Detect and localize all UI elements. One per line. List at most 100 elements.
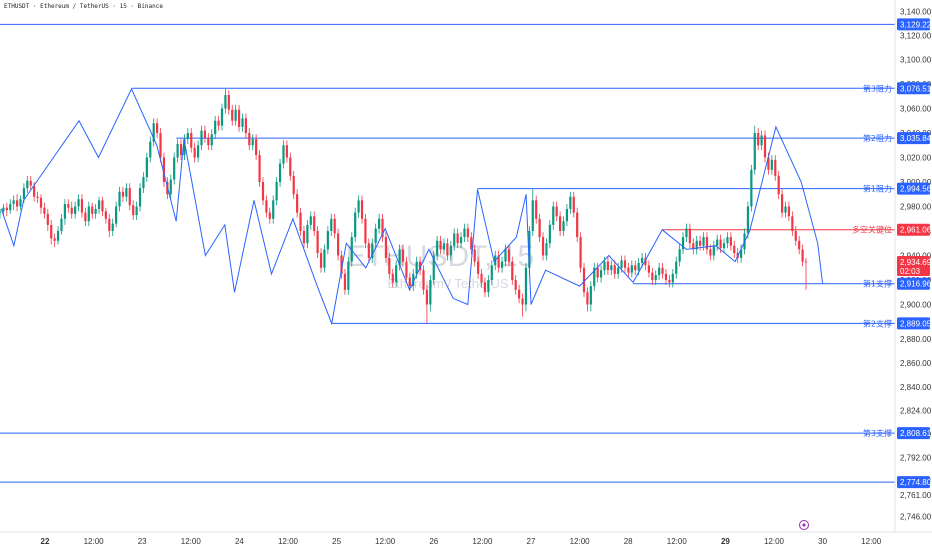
candle-body xyxy=(610,265,613,271)
level-lines xyxy=(0,23,895,483)
level-price-badge xyxy=(897,427,930,440)
candle-body xyxy=(333,218,336,234)
candle-body xyxy=(651,272,654,280)
candle-body xyxy=(118,191,121,207)
x-tick-label: 12:00 xyxy=(570,537,591,546)
candle-body xyxy=(203,130,207,138)
candle-body xyxy=(302,231,306,244)
candle-body xyxy=(43,207,46,214)
candle-body xyxy=(593,267,596,287)
candle-body xyxy=(620,260,623,268)
candle-body xyxy=(309,216,312,225)
candle-body xyxy=(545,243,548,256)
level-price-badge xyxy=(897,82,930,95)
candle-body xyxy=(640,257,644,263)
zigzag xyxy=(0,87,824,326)
candle-body xyxy=(220,108,224,126)
candle-body xyxy=(565,208,569,222)
candle-body xyxy=(582,267,586,293)
candle-body xyxy=(285,145,288,158)
candle-body xyxy=(384,237,388,258)
candle-body xyxy=(596,267,599,278)
x-tick-label: 27 xyxy=(527,537,536,546)
x-tick-label: 22 xyxy=(41,537,50,546)
candle-body xyxy=(511,261,514,280)
candle-body xyxy=(36,196,39,198)
candle-body xyxy=(432,255,435,280)
candle-body xyxy=(357,200,360,213)
level-price-badge xyxy=(897,317,930,330)
candle-body xyxy=(521,298,524,305)
level-name-label: 第3支撑 xyxy=(863,428,892,438)
y-tick-label: 2,880.00 xyxy=(900,335,932,344)
candle-body xyxy=(746,206,750,234)
candle-body xyxy=(108,218,111,231)
candle-body xyxy=(661,267,664,274)
level-name-label: 多空关键位 xyxy=(852,225,892,235)
candle-body xyxy=(480,273,483,283)
candle-body xyxy=(77,199,80,207)
y-tick-label: 2,824.00 xyxy=(900,407,932,416)
candle-body xyxy=(586,292,589,305)
level-price-text: 2,961.06 xyxy=(900,226,932,235)
y-tick-label: 3,000.00 xyxy=(900,178,932,187)
x-tick-label: 12:00 xyxy=(764,537,785,546)
candle-body xyxy=(692,243,695,250)
current-price-text: 2,934.69 xyxy=(900,258,932,267)
candle-body xyxy=(210,134,213,146)
candle-body xyxy=(408,277,411,287)
candle-body xyxy=(456,233,459,244)
candle-body xyxy=(453,233,456,246)
candle-body xyxy=(135,206,138,216)
candle-body xyxy=(729,237,732,246)
candle-body xyxy=(326,231,329,250)
candle-body xyxy=(658,267,661,276)
candle-body xyxy=(702,237,705,246)
candle-body xyxy=(804,261,808,263)
candle-body xyxy=(56,231,60,241)
bottom-marker[interactable] xyxy=(799,520,809,530)
candle-body xyxy=(145,157,148,178)
candle-body xyxy=(524,267,528,305)
candle-body xyxy=(446,243,449,256)
candle-body xyxy=(316,231,319,254)
candle-body xyxy=(623,260,627,268)
candle-body xyxy=(442,243,446,250)
candle-body xyxy=(681,237,685,250)
candle-body xyxy=(214,120,217,135)
candle-body xyxy=(500,261,504,268)
current-price-box xyxy=(897,256,930,277)
alert-marker-dot-icon xyxy=(802,523,806,527)
candle-body xyxy=(278,163,282,182)
candle-body xyxy=(705,237,709,250)
y-tick-label: 2,761.00 xyxy=(900,491,932,500)
candle-body xyxy=(716,239,719,246)
y-tick-label: 3,120.00 xyxy=(900,32,932,41)
candle-body xyxy=(668,280,671,283)
candle-body xyxy=(572,196,575,213)
candle-body xyxy=(483,282,487,293)
y-tick-label: 3,020.00 xyxy=(900,154,932,163)
candle-body xyxy=(104,211,107,219)
candle-body xyxy=(292,175,295,195)
candle-body xyxy=(763,135,767,158)
candle-body xyxy=(388,257,391,274)
candle-body xyxy=(132,205,135,216)
candle-body xyxy=(261,182,265,201)
candles xyxy=(0,88,808,324)
level-price-text: 2,994.56 xyxy=(900,185,932,194)
candle-body xyxy=(142,177,145,189)
candle-body xyxy=(535,200,538,219)
zigzag-line xyxy=(0,87,824,326)
candle-body xyxy=(514,280,517,290)
level-price-badge xyxy=(897,223,930,236)
candle-body xyxy=(377,218,381,229)
y-tick-label: 3,140.00 xyxy=(900,8,932,17)
candle-body xyxy=(193,147,196,158)
candle-body xyxy=(412,273,415,287)
candle-body xyxy=(753,133,756,170)
candle-body xyxy=(634,265,637,271)
candle-body xyxy=(371,243,374,258)
